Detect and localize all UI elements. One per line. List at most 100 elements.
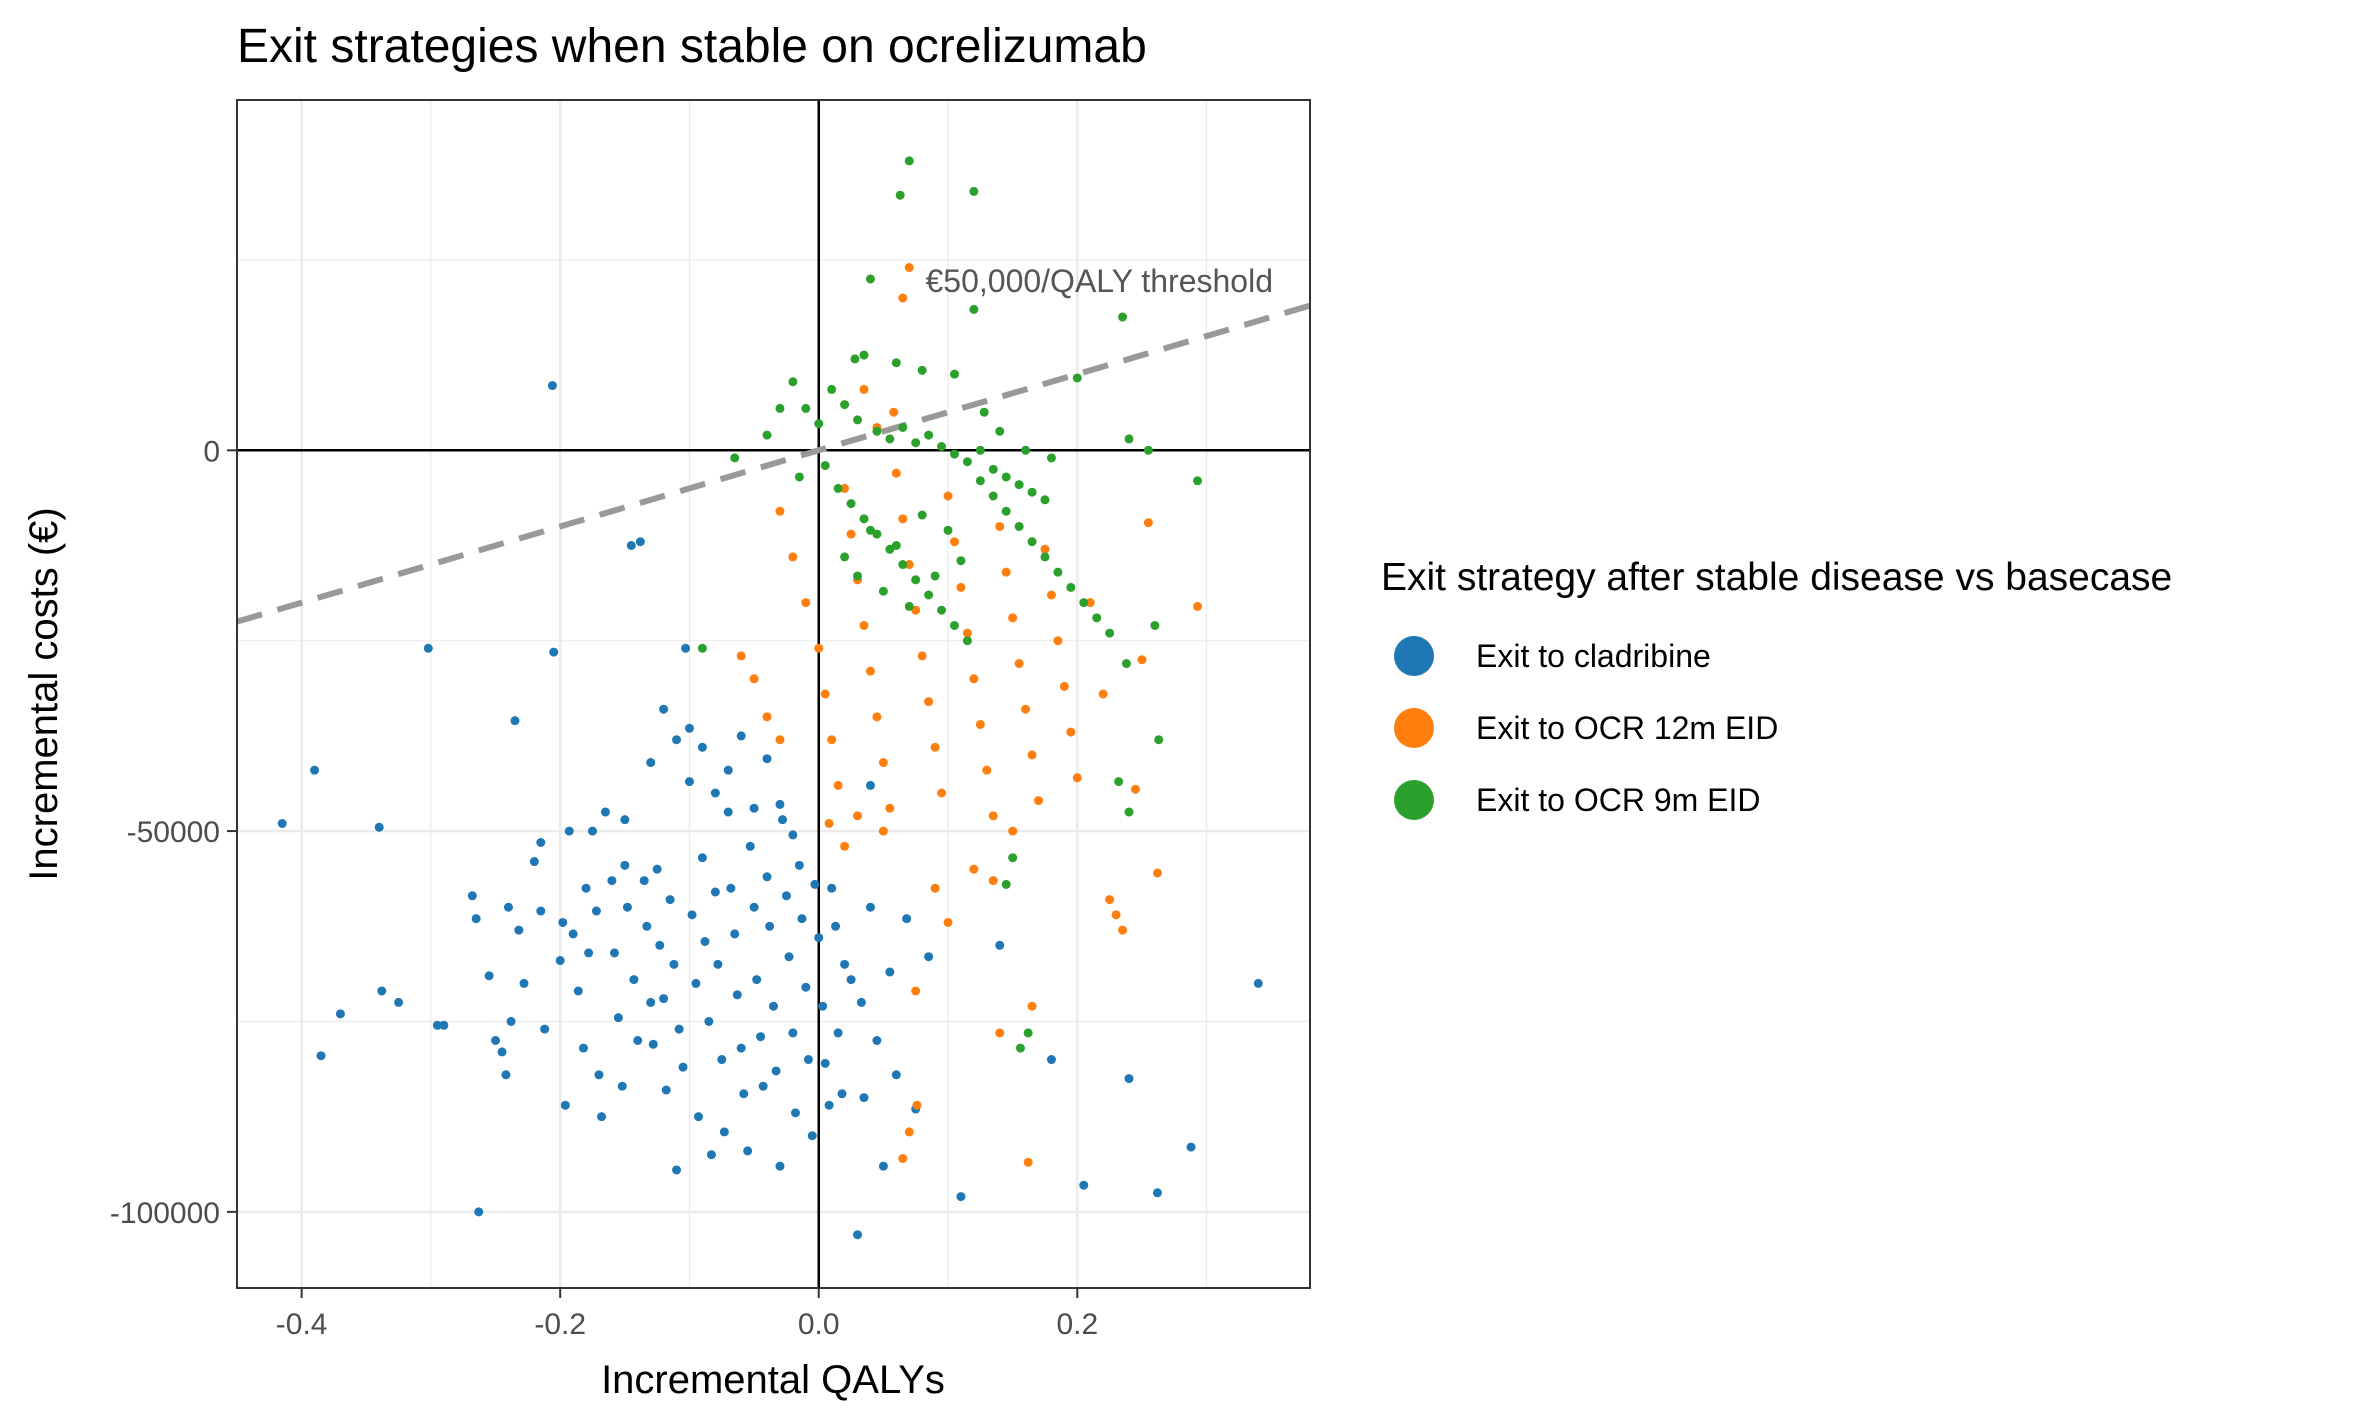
data-point bbox=[762, 430, 772, 440]
data-point bbox=[995, 426, 1005, 436]
data-point bbox=[467, 891, 477, 901]
data-point bbox=[316, 1051, 326, 1061]
x-axis-ticks: -0.4 -0.2 0.0 0.2 bbox=[276, 1288, 1098, 1341]
series-2-points bbox=[736, 263, 1203, 1167]
data-point bbox=[1008, 853, 1018, 863]
data-point bbox=[859, 350, 869, 360]
data-point bbox=[943, 491, 953, 501]
data-point bbox=[975, 445, 985, 455]
data-point bbox=[1124, 807, 1134, 817]
data-point bbox=[739, 1089, 749, 1099]
data-point bbox=[642, 921, 652, 931]
data-point bbox=[723, 807, 733, 817]
data-point bbox=[713, 959, 723, 969]
y-axis-title: Incremental costs (€) bbox=[22, 507, 66, 880]
data-point bbox=[665, 895, 675, 905]
data-point bbox=[810, 879, 820, 889]
points-layer bbox=[277, 156, 1263, 1240]
data-point bbox=[846, 499, 856, 509]
data-point bbox=[377, 986, 387, 996]
data-point bbox=[501, 1070, 511, 1080]
data-point bbox=[891, 1070, 901, 1080]
series-1-points bbox=[277, 381, 1263, 1240]
data-point bbox=[775, 1161, 785, 1171]
data-point bbox=[661, 1085, 671, 1095]
data-point bbox=[639, 876, 649, 886]
data-point bbox=[726, 883, 736, 893]
data-point bbox=[902, 914, 912, 924]
data-point bbox=[635, 537, 645, 547]
legend-key-ocr-12m bbox=[1394, 708, 1434, 748]
data-point bbox=[807, 1131, 817, 1141]
data-point bbox=[769, 1001, 778, 1011]
data-point bbox=[659, 704, 669, 714]
data-point bbox=[629, 975, 639, 985]
data-point bbox=[697, 643, 707, 653]
data-point bbox=[704, 1016, 714, 1026]
data-point bbox=[536, 906, 546, 916]
data-point bbox=[853, 811, 863, 821]
data-point bbox=[771, 1066, 781, 1076]
data-point bbox=[1021, 704, 1031, 714]
data-point bbox=[697, 742, 707, 752]
data-point bbox=[889, 407, 899, 417]
data-point bbox=[872, 1036, 882, 1045]
data-point bbox=[969, 304, 979, 314]
data-point bbox=[924, 952, 934, 962]
data-point bbox=[1193, 601, 1203, 611]
data-point bbox=[840, 959, 850, 969]
data-point bbox=[1098, 689, 1108, 699]
data-point bbox=[594, 1070, 604, 1080]
data-point bbox=[1040, 495, 1050, 505]
data-point bbox=[745, 841, 755, 851]
legend-item-ocr-9m: Exit to OCR 9m EID bbox=[1394, 780, 1761, 820]
data-point bbox=[1143, 518, 1153, 528]
data-point bbox=[691, 978, 701, 988]
data-point bbox=[859, 620, 869, 630]
data-point bbox=[1072, 373, 1082, 383]
data-point bbox=[775, 403, 785, 413]
data-point bbox=[859, 384, 869, 394]
data-point bbox=[678, 1062, 688, 1072]
data-point bbox=[1053, 567, 1063, 577]
data-point bbox=[937, 605, 947, 615]
data-point bbox=[655, 940, 665, 950]
data-point bbox=[684, 723, 694, 733]
data-point bbox=[962, 457, 972, 467]
data-point bbox=[536, 838, 546, 847]
data-point bbox=[949, 449, 959, 459]
data-point bbox=[827, 883, 837, 893]
data-point bbox=[949, 537, 959, 547]
data-point bbox=[1130, 784, 1140, 794]
data-point bbox=[794, 860, 804, 870]
data-point bbox=[1001, 567, 1011, 577]
data-point bbox=[730, 929, 740, 939]
data-point bbox=[814, 419, 824, 429]
data-point bbox=[736, 651, 746, 661]
data-point bbox=[930, 742, 940, 752]
data-point bbox=[788, 377, 798, 387]
data-point bbox=[506, 1016, 516, 1026]
data-point bbox=[801, 598, 811, 608]
data-point bbox=[1021, 445, 1031, 455]
data-point bbox=[1079, 598, 1089, 608]
data-point bbox=[681, 643, 691, 653]
data-point bbox=[646, 758, 656, 768]
data-point bbox=[937, 442, 947, 451]
data-point bbox=[609, 948, 619, 958]
data-point bbox=[898, 560, 908, 570]
data-point bbox=[837, 1089, 847, 1099]
data-point bbox=[584, 948, 594, 958]
data-point bbox=[669, 959, 679, 969]
data-point bbox=[560, 1100, 570, 1110]
data-point bbox=[865, 274, 875, 284]
data-point bbox=[917, 365, 927, 375]
grid-layer bbox=[237, 100, 1310, 1288]
data-point bbox=[846, 529, 856, 539]
data-point bbox=[904, 560, 914, 570]
data-point bbox=[613, 1013, 623, 1023]
data-point bbox=[672, 1165, 682, 1175]
data-point bbox=[1124, 1074, 1134, 1084]
data-point bbox=[1111, 910, 1121, 920]
data-point bbox=[1137, 655, 1147, 665]
